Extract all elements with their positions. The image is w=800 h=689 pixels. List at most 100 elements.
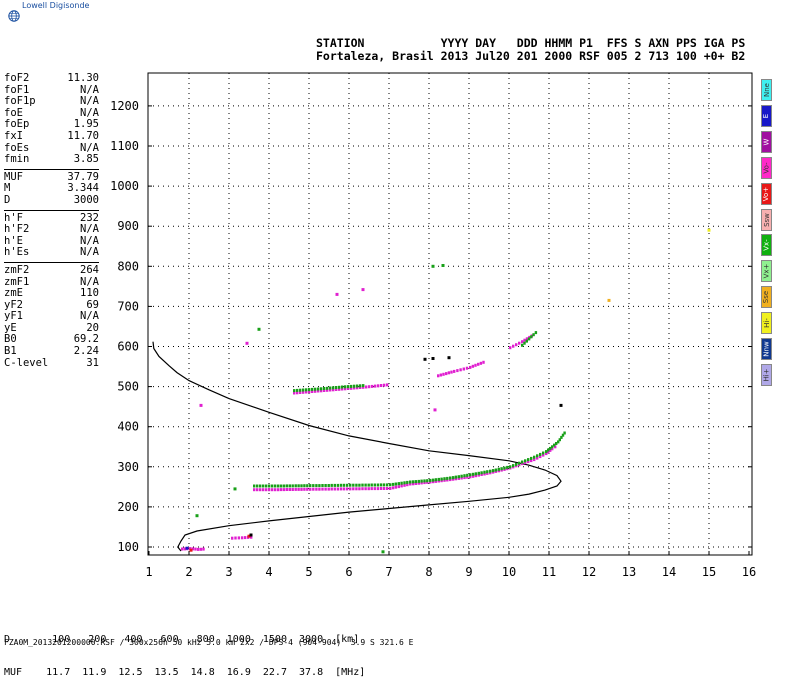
- echo-mark: [338, 385, 341, 389]
- echo-mark: [350, 384, 353, 388]
- echo-mark: [512, 344, 515, 348]
- echo-mark: [294, 487, 297, 491]
- echo-mark: [368, 385, 371, 389]
- echo-mark: [364, 487, 367, 491]
- x-tick-label: 12: [582, 565, 596, 579]
- mode-legend-item: Nne: [761, 79, 772, 101]
- echo-mark: [477, 362, 480, 366]
- echo-mark: [406, 483, 409, 487]
- echo-mark: [277, 488, 280, 492]
- echo-mark: [397, 482, 400, 486]
- y-tick-label: 1200: [110, 99, 139, 113]
- param-label: B1: [4, 345, 17, 358]
- echo-mark: [332, 386, 335, 390]
- param-label: h'E: [4, 234, 23, 247]
- echo-point: [423, 357, 427, 361]
- ionogram-chart: 100 200 300 400 500 600 700 800 900 1000 1100 1200 1…: [110, 72, 756, 579]
- echo-mark: [312, 487, 315, 491]
- mode-legend-label: Vo+: [762, 186, 771, 201]
- mode-legend-label: Vo-: [762, 162, 771, 174]
- echo-mark: [317, 387, 320, 391]
- echo-mark: [521, 460, 524, 464]
- echo-mark: [479, 361, 483, 365]
- y-tick-label: 200: [117, 500, 139, 514]
- echo-mark: [253, 484, 256, 488]
- echo-mark: [305, 390, 308, 394]
- echo-mark: [352, 487, 355, 491]
- echo-mark: [474, 474, 478, 478]
- echo-mark: [545, 450, 548, 454]
- echo-mark: [341, 385, 344, 389]
- echo-mark: [277, 484, 280, 488]
- x-tick-label: 5: [305, 565, 312, 579]
- echo-mark: [376, 483, 380, 487]
- param-row: foF1 N/A: [4, 84, 99, 97]
- echo-mark: [324, 484, 327, 487]
- echo-mark: [353, 384, 356, 388]
- param-label: h'F2: [4, 223, 30, 236]
- echo-mark: [367, 483, 370, 487]
- echo-mark: [367, 487, 370, 491]
- echo-mark: [377, 384, 380, 388]
- echo-mark: [302, 388, 305, 392]
- echo-mark: [551, 447, 554, 451]
- echo-point: [559, 403, 563, 407]
- echo-mark: [527, 337, 531, 341]
- echo-point: [185, 546, 189, 550]
- echo-mark: [480, 471, 483, 475]
- echo-mark: [300, 487, 303, 491]
- echo-mark: [437, 374, 440, 378]
- x-tick-label: 7: [385, 565, 392, 579]
- x-tick-label: 3: [225, 565, 232, 579]
- param-row: h'F 232: [4, 211, 99, 225]
- echo-mark: [385, 487, 389, 490]
- echo-mark: [515, 343, 518, 347]
- echo-mark: [315, 484, 318, 488]
- echo-mark: [297, 484, 300, 488]
- echo-mark: [469, 475, 472, 479]
- echo-mark: [314, 389, 317, 393]
- echo-point: [431, 264, 435, 268]
- param-value: 11.30: [67, 72, 99, 84]
- echo-mark: [370, 483, 373, 487]
- echo-mark: [389, 483, 392, 487]
- echo-mark: [293, 389, 296, 393]
- echo-mark: [326, 388, 329, 392]
- echo-mark: [469, 365, 472, 369]
- echo-mark: [445, 372, 448, 376]
- param-value: 1.95: [73, 118, 99, 131]
- echo-mark: [457, 476, 460, 480]
- param-label: yE: [4, 321, 17, 334]
- echo-mark: [303, 487, 306, 491]
- echo-mark: [462, 367, 465, 371]
- echo-mark: [536, 454, 539, 458]
- echo-mark: [349, 487, 352, 491]
- x-tick-label: 6: [345, 565, 352, 579]
- param-value: 20: [86, 321, 99, 334]
- echo-mark: [482, 360, 485, 364]
- param-value: 232: [80, 211, 99, 224]
- echo-mark: [449, 478, 452, 482]
- param-row: zmF1 N/A: [4, 275, 99, 289]
- echo-point: [431, 357, 435, 360]
- echo-mark: [443, 478, 446, 482]
- param-label: zmF1: [4, 275, 30, 288]
- echo-mark: [305, 388, 308, 392]
- echo-mark: [471, 474, 475, 478]
- echo-mark: [291, 488, 294, 491]
- mode-legend-item: Vx+: [761, 260, 772, 283]
- echo-mark: [353, 386, 356, 390]
- param-label: foF2: [4, 72, 30, 84]
- echo-mark: [446, 478, 449, 482]
- echo-mark: [417, 481, 420, 485]
- x-tick-label: 2: [185, 565, 192, 579]
- echo-mark: [539, 455, 542, 459]
- mode-legend-item: Vo-: [761, 156, 772, 179]
- echo-point: [233, 487, 237, 491]
- echo-point: [381, 550, 385, 554]
- density-profile-line: [152, 341, 562, 552]
- param-label: fxI: [4, 129, 23, 142]
- y-tick-label: 700: [117, 299, 139, 313]
- echo-mark: [420, 481, 423, 485]
- echo-mark: [330, 487, 333, 491]
